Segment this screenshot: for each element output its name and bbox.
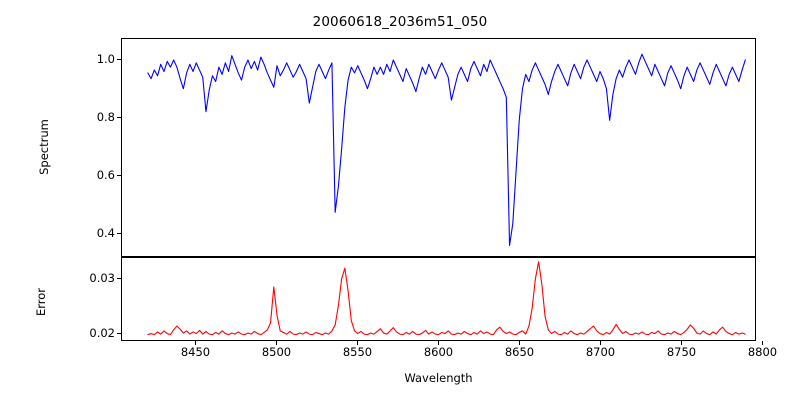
x-tick-label: 8550 [342, 345, 373, 359]
spectrum-y-axis-label: Spectrum [37, 119, 51, 175]
spectrum-y-tick-label: 0.6 [96, 168, 115, 183]
chart-title: 20060618_2036m51_050 [312, 14, 488, 30]
error-y-tick-mark [117, 332, 121, 334]
x-tick-label: 8800 [747, 345, 778, 359]
x-tick-label: 8750 [666, 345, 697, 359]
error-plot-area [121, 257, 756, 341]
x-tick-mark [518, 341, 521, 345]
x-tick-mark [680, 341, 683, 345]
spectrum-plot-area [121, 38, 756, 257]
x-tick-label: 8500 [261, 345, 292, 359]
spectrum-y-tick-label: 1.0 [96, 52, 115, 67]
x-tick-mark [195, 341, 197, 345]
spectrum-data-line [147, 53, 746, 246]
x-tick-label: 8450 [180, 345, 211, 359]
x-tick-mark [599, 341, 602, 345]
x-tick-mark [438, 341, 440, 345]
x-tick-mark [276, 341, 278, 345]
spectrum-y-tick-mark [117, 232, 121, 234]
spectrum-y-tick-mark [117, 58, 121, 60]
error-data-line [147, 261, 746, 336]
spectrum-y-tick-label: 0.8 [96, 110, 115, 125]
x-tick-label: 8700 [585, 345, 616, 359]
spectrum-y-tick-label: 0.4 [96, 226, 115, 241]
spectrum-y-tick-mark [117, 116, 121, 118]
spectrum-y-tick-mark [117, 174, 121, 176]
x-tick-label: 8600 [423, 345, 454, 359]
error-y-tick-mark [117, 277, 121, 279]
x-axis-label: Wavelength [404, 371, 473, 385]
x-tick-label: 8650 [504, 345, 535, 359]
error-y-axis-label: Error [34, 287, 48, 317]
error-y-tick-label: 0.02 [89, 326, 115, 341]
x-tick-mark [357, 341, 359, 345]
x-tick-mark [761, 341, 764, 345]
error-y-tick-label: 0.03 [89, 271, 115, 286]
